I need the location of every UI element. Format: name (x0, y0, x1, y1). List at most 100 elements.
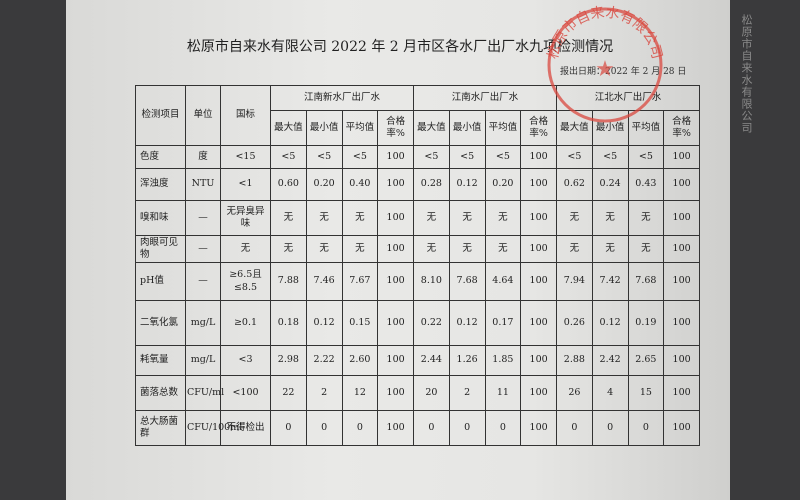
table-cell: 0 (413, 410, 450, 446)
table-cell: 无 (270, 200, 307, 236)
table-cell: 二氧化氯 (135, 300, 186, 346)
table-cell: 100 (663, 200, 700, 236)
table-cell: 0 (341, 410, 379, 446)
table-row: 二氧化氯 mg/L ≥0.1 0.18 0.12 0.15 100 0.22 0.12 0.17 1… (135, 300, 700, 346)
table-cell: 0 (305, 410, 343, 446)
table-cell: 0.62 (556, 168, 593, 201)
table-cell: 7.88 (270, 262, 307, 301)
table-cell: 100 (520, 168, 557, 201)
table-cell: 无 (413, 200, 450, 236)
table-cell: 2 (448, 375, 486, 411)
table-cell: 无 (413, 235, 450, 263)
table-cell: pH值 (135, 262, 186, 301)
table-cell: <5 (627, 145, 665, 169)
table-cell: NTU (185, 168, 221, 201)
table-cell: 100 (520, 262, 557, 301)
sub-header: 平均值 (484, 110, 522, 146)
table-cell: 100 (520, 200, 557, 236)
table-cell: 0 (484, 410, 522, 446)
table-cell: 100 (520, 300, 557, 346)
table-cell: 1.85 (484, 345, 522, 376)
table-cell: 无 (556, 200, 593, 236)
table-cell: 肉眼可见物 (135, 235, 186, 263)
table-cell: 7.42 (591, 262, 629, 301)
table-cell: 无 (627, 200, 665, 236)
table-cell: 0 (270, 410, 307, 446)
table-cell: <5 (413, 145, 450, 169)
table-cell: 8.10 (413, 262, 450, 301)
table-cell: 2.60 (341, 345, 379, 376)
table-cell: 22 (270, 375, 307, 411)
group-header: 江南水厂出厂水 (413, 85, 557, 111)
table-cell: 0.12 (591, 300, 629, 346)
stamp: 松原市自来水有限公司 ★ (545, 5, 665, 123)
table-cell: 7.46 (305, 262, 343, 301)
table-cell: — (185, 262, 221, 301)
sub-header: 平均值 (341, 110, 379, 146)
table-cell: <1 (220, 168, 271, 201)
table-cell: 100 (520, 375, 557, 411)
table-cell: 100 (520, 235, 557, 263)
table-cell: 0.40 (341, 168, 379, 201)
table-cell: <5 (341, 145, 379, 169)
table-cell: — (185, 235, 221, 263)
sub-header: 合格率% (663, 110, 700, 146)
table-cell: 无 (305, 235, 343, 263)
table-cell: 7.67 (341, 262, 379, 301)
table-cell: 0.15 (341, 300, 379, 346)
table-cell: mg/L (185, 300, 221, 346)
table-cell: 100 (377, 168, 414, 201)
table-cell: <5 (556, 145, 593, 169)
table-cell: mg/L (185, 345, 221, 376)
table-cell: 0.12 (448, 168, 486, 201)
table-cell: 7.68 (448, 262, 486, 301)
table-cell: CFU/100ml (185, 410, 242, 446)
table-cell: 不得检出 (220, 410, 271, 446)
table-cell: — (185, 200, 221, 236)
table-row: 嗅和味 — 无异臭异味无无无 100 无无无 100 无无无 100 (135, 200, 700, 236)
table-cell: 100 (377, 262, 414, 301)
table-cell: 20 (413, 375, 450, 411)
table-cell: 100 (520, 345, 557, 376)
table-cell: 0.17 (484, 300, 522, 346)
table-cell: 0 (448, 410, 486, 446)
data-table: 检测项目 单位 国标 江南新水厂出厂水 江南水厂出厂水 江北水厂出厂水 最大值 最小值 平均值合… (135, 85, 700, 446)
sub-header: 最小值 (448, 110, 486, 146)
table-cell: 无 (591, 200, 629, 236)
table-cell: 无 (484, 235, 522, 263)
sub-header: 最大值 (270, 110, 307, 146)
table-cell: 无 (484, 200, 522, 236)
table-cell: 2.65 (627, 345, 665, 376)
watermark: 松原市自来水有限公司 (740, 14, 753, 134)
table-cell: 0.28 (413, 168, 450, 201)
table-cell: 100 (663, 375, 700, 411)
table-cell: 100 (377, 235, 414, 263)
table-cell: 浑浊度 (135, 168, 186, 201)
table-cell: 无 (627, 235, 665, 263)
table-cell: 4 (591, 375, 629, 411)
table-row: 总大肠菌群 CFU/100ml 不得检出 0 0 0 100 0 0 0 100 0 0 0 100 (135, 410, 700, 446)
table-cell: 0.20 (305, 168, 343, 201)
table-cell: 100 (663, 168, 700, 201)
table-cell: 色度 (135, 145, 186, 169)
sub-header: 最小值 (305, 110, 343, 146)
table-cell: 无 (591, 235, 629, 263)
table-cell: 2.44 (413, 345, 450, 376)
table-cell: 26 (556, 375, 593, 411)
table-row: pH值 — ≥6.5且≤8.5 7.88 7.46 7.67 100 8.10 7.68 4.64… (135, 262, 700, 301)
table-cell: 100 (377, 375, 414, 411)
table-cell: 嗅和味 (135, 200, 186, 236)
table-cell: 无 (341, 200, 379, 236)
sub-header: 最小值 (591, 110, 629, 146)
table-cell: 0.20 (484, 168, 522, 201)
table-cell: CFU/ml (185, 375, 224, 411)
stamp-ring (547, 7, 663, 123)
table-cell: 菌落总数 (135, 375, 186, 411)
table-row: 色度度 <15 <5 <5 <5 100 <5 <5 <5 100 <5 <5 <5 100 (135, 145, 700, 169)
header-row: 最大值 最小值 平均值 合格率% 最大值 最小值 平均值 合格率% 最大值 最小值 平均值 合格率% (136, 110, 700, 146)
table-cell: 100 (663, 145, 700, 169)
table-cell: 2 (305, 375, 343, 411)
table-cell: 0.19 (627, 300, 665, 346)
table-cell: 100 (377, 200, 414, 236)
table-cell: <15 (220, 145, 271, 169)
